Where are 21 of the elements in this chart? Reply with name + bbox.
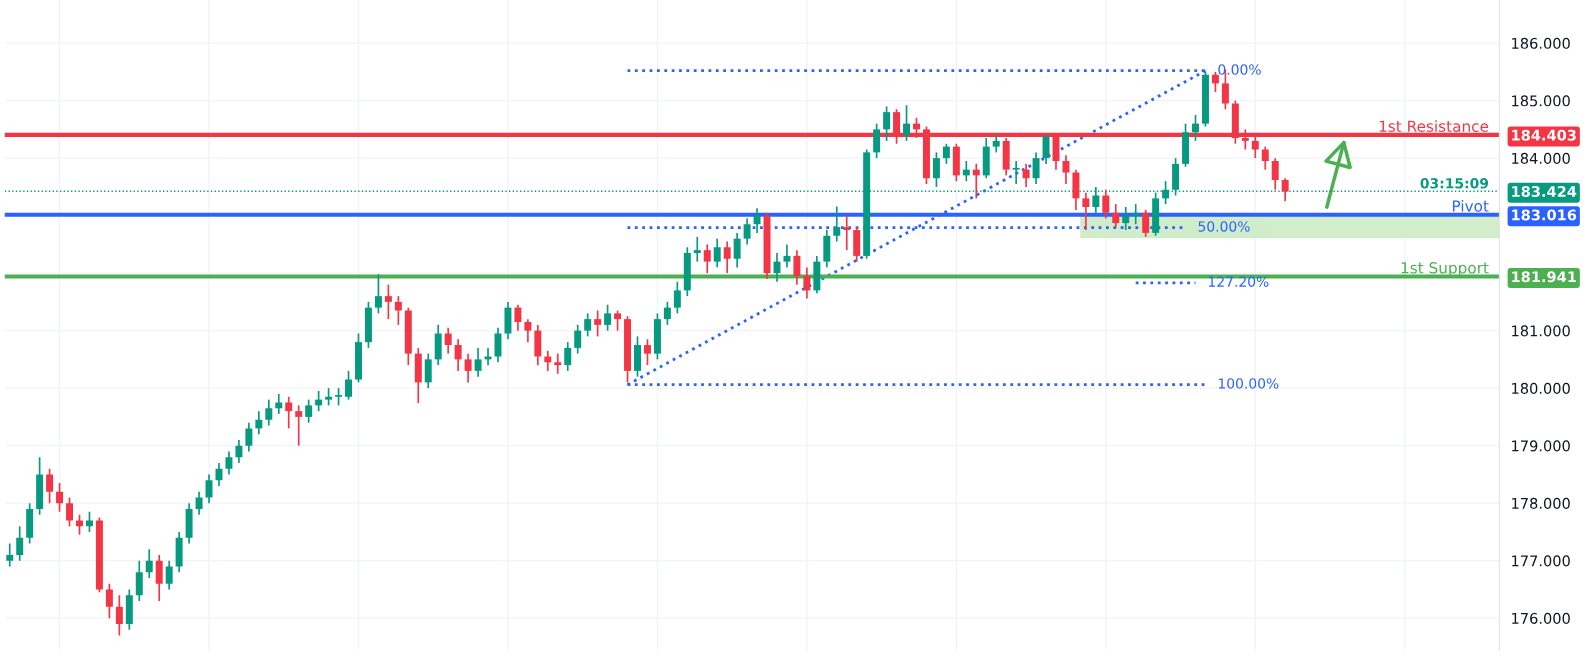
y-tick-label: 179.000 bbox=[1512, 440, 1570, 452]
y-tick-label: 176.000 bbox=[1512, 612, 1570, 624]
ref-line-label: Pivot bbox=[1452, 199, 1489, 212]
y-tick-label: 181.941 bbox=[1512, 271, 1576, 283]
y-tick-label: 181.000 bbox=[1512, 325, 1570, 337]
y-tick-label: 184.000 bbox=[1512, 152, 1570, 164]
ref-line-label: 1st Resistance bbox=[1379, 120, 1489, 132]
y-tick-label: 184.403 bbox=[1512, 129, 1576, 141]
y-tick-label: 178.000 bbox=[1512, 497, 1570, 509]
series-label: 100.00% bbox=[1218, 378, 1279, 389]
y-tick-label: 177.000 bbox=[1512, 555, 1570, 567]
series-label: 50.00% bbox=[1198, 221, 1250, 232]
y-tick-label: 186.000 bbox=[1512, 37, 1570, 49]
ref-line-label: 1st Support bbox=[1401, 262, 1489, 277]
annotation: 03:15:09 bbox=[1420, 178, 1489, 189]
y-tick-label: 185.000 bbox=[1512, 95, 1570, 107]
y-tick-label: 180.000 bbox=[1512, 382, 1570, 394]
y-tick-label: 183.424 bbox=[1512, 185, 1577, 197]
series-label: 127.20% bbox=[1208, 276, 1269, 287]
y-tick-label: 183.016 bbox=[1512, 209, 1577, 221]
series-label: 0.00% bbox=[1218, 64, 1261, 75]
